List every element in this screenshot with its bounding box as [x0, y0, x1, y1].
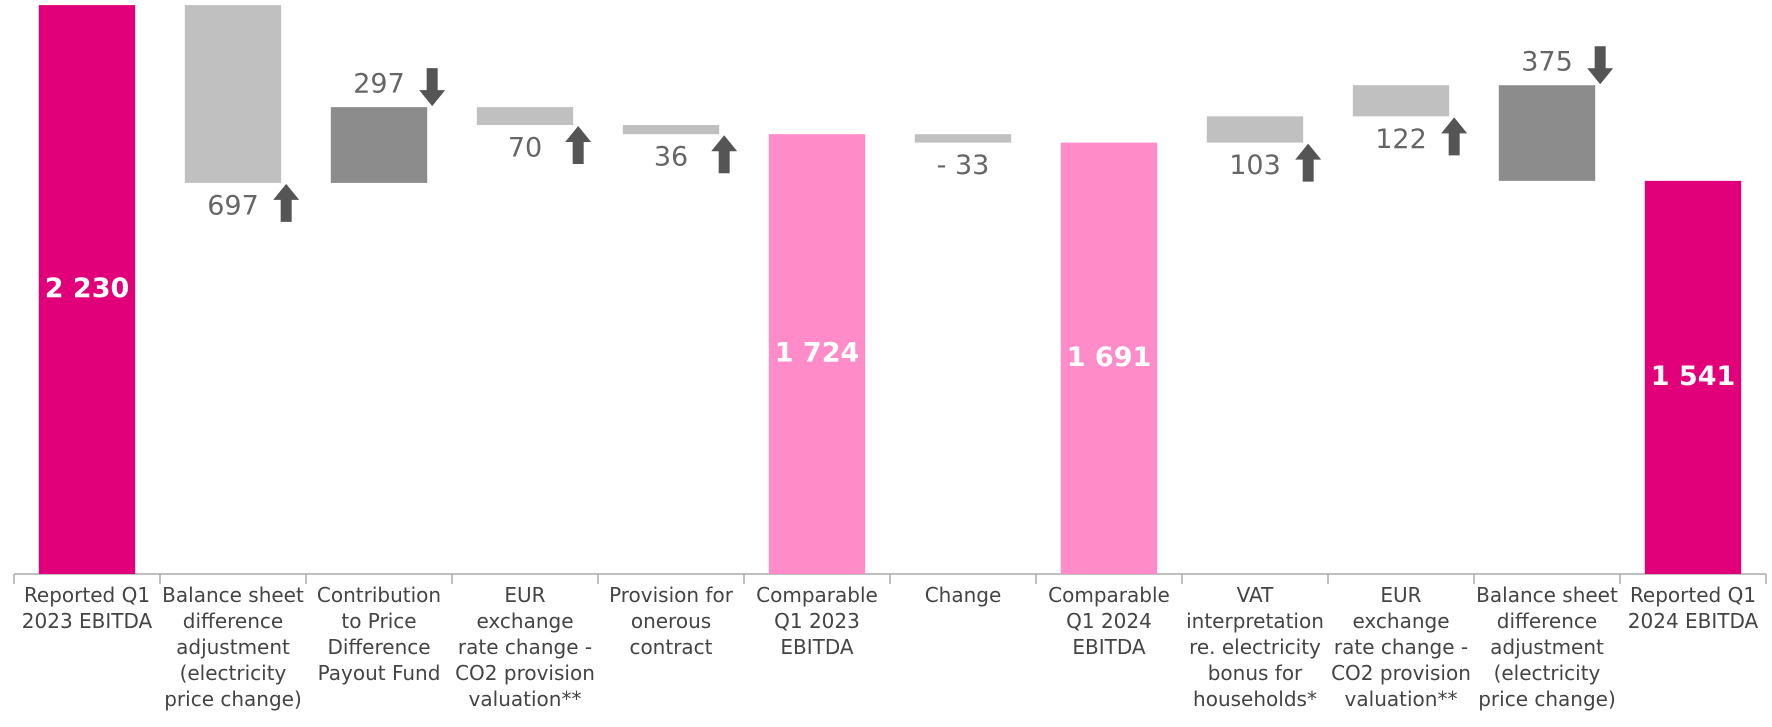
value-label: 70 — [508, 133, 542, 164]
arrow-icon — [273, 183, 300, 222]
value-label: 1 724 — [775, 338, 860, 369]
x-tick-label: Reported Q1 2023 EBITDA — [21, 583, 153, 633]
x-tick-label: Balance sheet difference adjustment (ele… — [1476, 583, 1618, 711]
bar — [622, 125, 720, 135]
x-tick-label: Reported Q1 2024 EBITDA — [1627, 583, 1759, 633]
bar — [768, 134, 866, 574]
arrow-icon — [711, 135, 738, 174]
x-tick-label: EUR exchange rate change - CO2 provision… — [455, 583, 595, 711]
arrow-icon — [419, 68, 446, 107]
x-tick-label: Balance sheet difference adjustment (ele… — [162, 583, 304, 711]
x-tick-label: Provision for onerous contract — [609, 583, 733, 659]
bar — [476, 107, 574, 126]
arrow-icon — [1295, 143, 1322, 182]
x-tick-label: Contribution to Price Difference Payout … — [316, 583, 442, 685]
bar — [1644, 180, 1742, 574]
bar — [184, 5, 282, 183]
value-label: - 33 — [937, 150, 990, 181]
value-label: 103 — [1229, 150, 1281, 181]
x-tick-label: VAT interpretation re. electricity bonus… — [1186, 583, 1324, 711]
bar — [1352, 85, 1450, 117]
value-label: 697 — [207, 190, 259, 221]
bar — [330, 107, 428, 183]
x-tick-label: Comparable Q1 2024 EBITDA — [1048, 583, 1170, 659]
value-label: 36 — [654, 142, 688, 173]
value-label: 122 — [1375, 124, 1427, 155]
bar — [1498, 85, 1596, 181]
value-label: 2 230 — [45, 273, 130, 304]
bar — [38, 5, 136, 574]
value-label: 1 691 — [1067, 342, 1152, 373]
bar — [1206, 116, 1304, 143]
x-tick-label: EUR exchange rate change - CO2 provision… — [1331, 583, 1471, 711]
arrow-icon — [1441, 117, 1468, 156]
value-label: 297 — [353, 69, 405, 100]
value-label: 375 — [1521, 47, 1573, 78]
value-label: 1 541 — [1651, 361, 1736, 392]
arrow-icon — [565, 126, 592, 165]
bar — [1060, 142, 1158, 574]
arrow-icon — [1587, 46, 1614, 85]
x-tick-label: Change — [924, 583, 1002, 607]
x-tick-label: Comparable Q1 2023 EBITDA — [756, 583, 878, 659]
bar — [914, 134, 1012, 143]
